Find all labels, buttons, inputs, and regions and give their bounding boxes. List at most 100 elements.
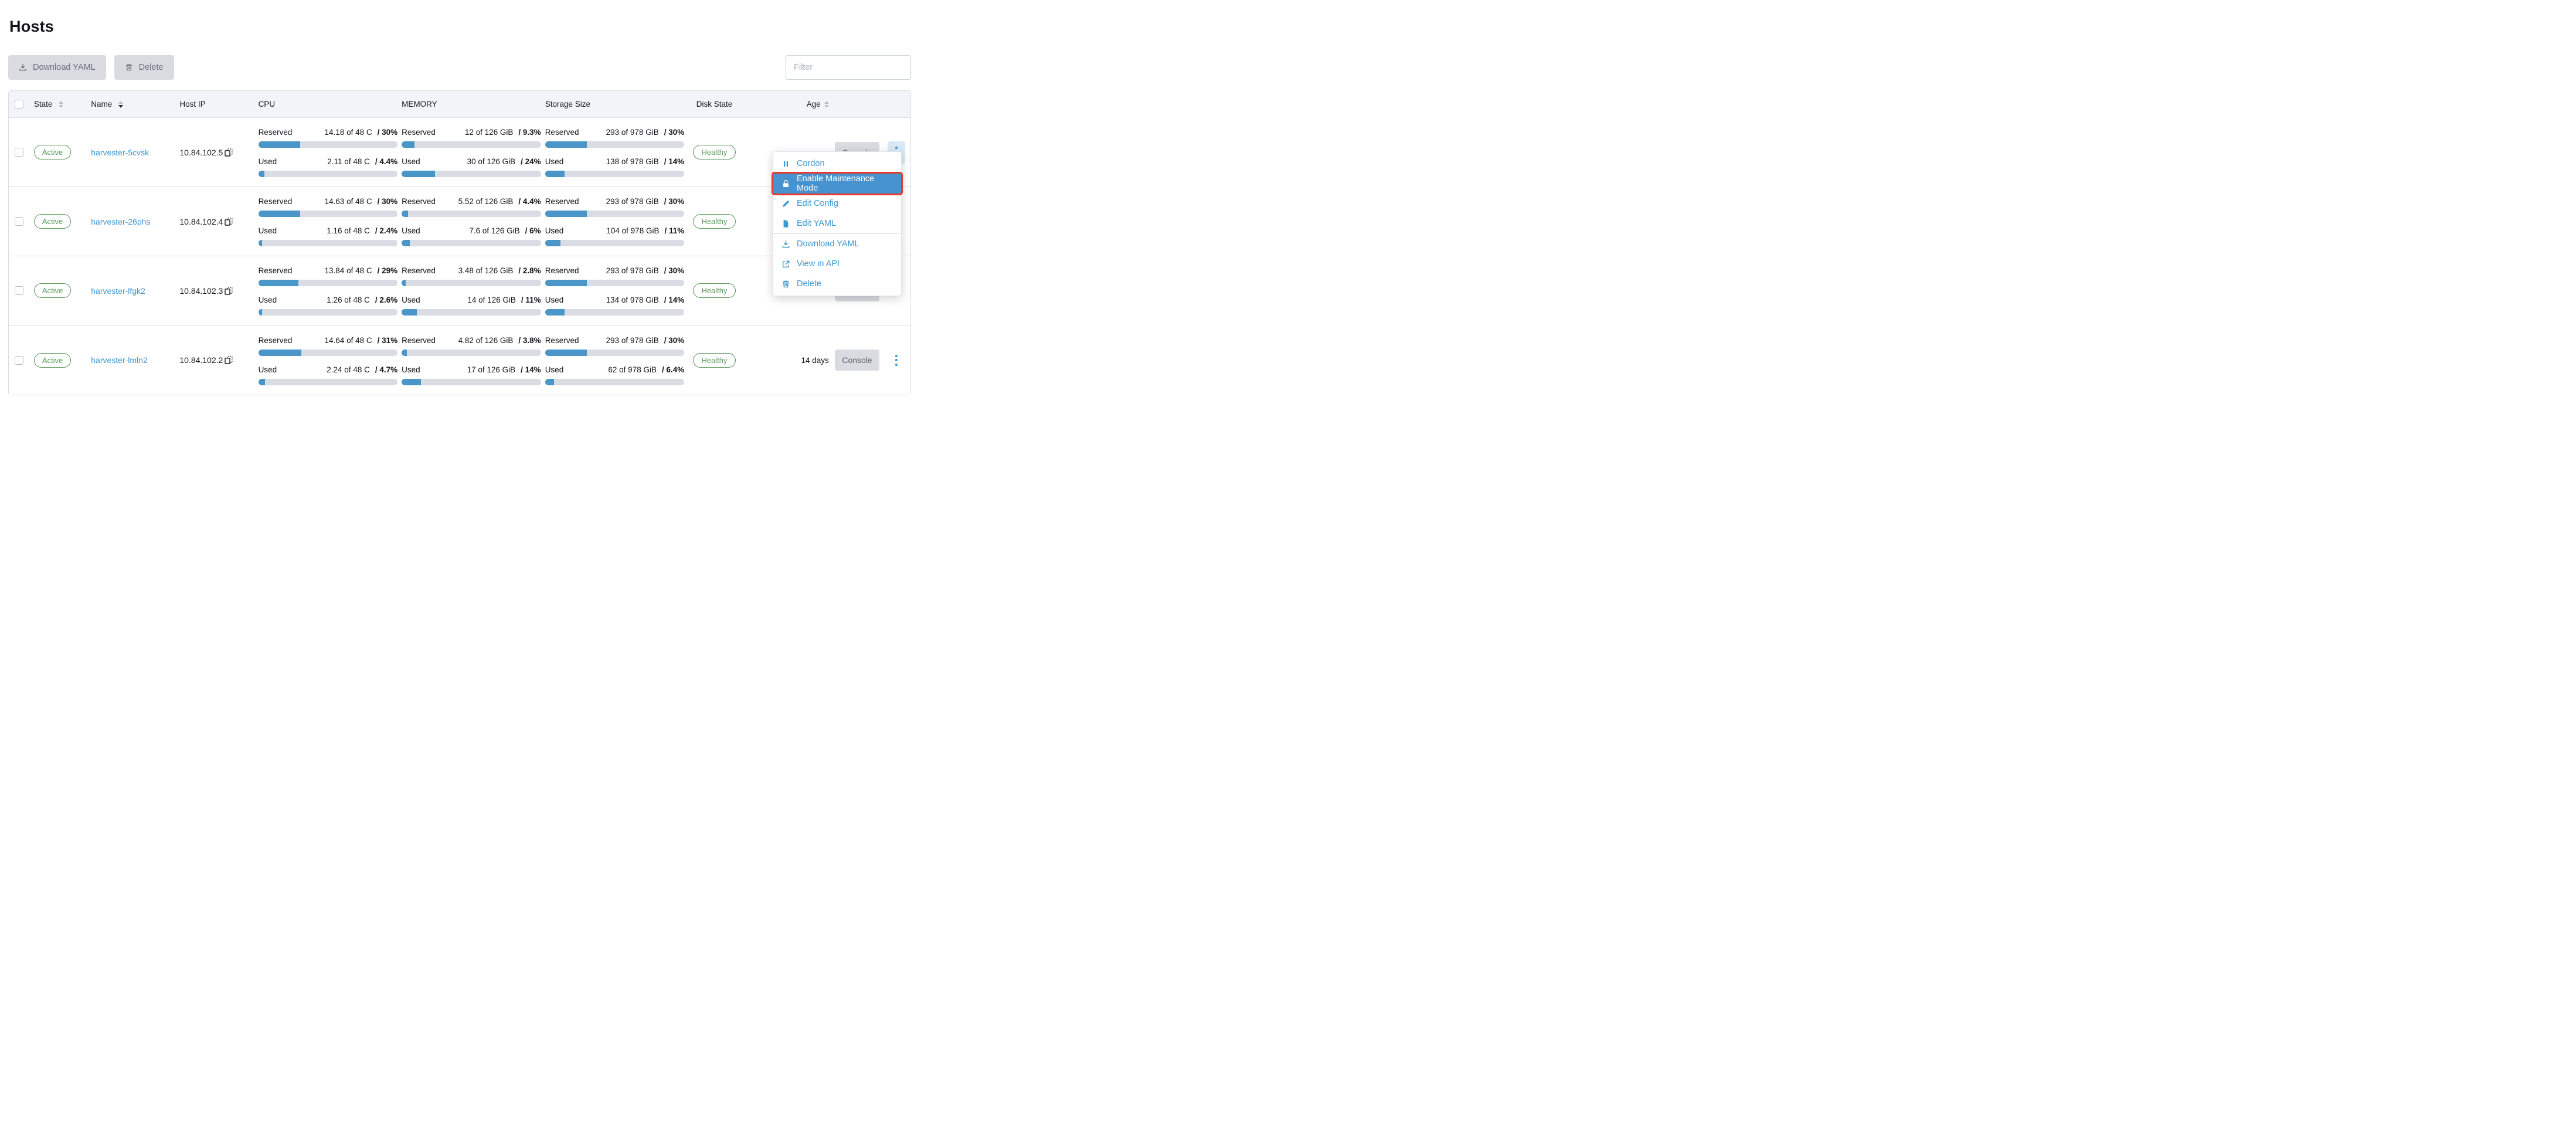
header-disk-state: Disk State (696, 100, 733, 108)
delete-button[interactable]: Delete (114, 55, 174, 80)
cpu-used-meter: Used 2.24 of 48 C/ 4.7% (258, 365, 398, 385)
memory-reserved-bar (402, 141, 541, 148)
row-checkbox[interactable] (15, 286, 23, 295)
storage-used-meter: Used 138 of 978 GiB/ 14% (545, 157, 685, 177)
menu-item-edit-config[interactable]: Edit Config (773, 194, 901, 213)
host-ip: 10.84.102.5 (179, 147, 223, 157)
download-yaml-label: Download YAML (33, 63, 96, 72)
age-cell: 14 days (801, 355, 829, 365)
hosts-page: Hosts Download YAML Delete State Name Ho… (0, 0, 919, 395)
storage-reserved-bar (545, 349, 685, 356)
memory-used-meter: Used 7.6 of 126 GiB/ 6% (402, 226, 541, 246)
sort-icon (118, 100, 124, 108)
memory-used-bar (402, 309, 541, 316)
console-button[interactable]: Console (835, 350, 879, 371)
storage-reserved-meter: Reserved 293 of 978 GiB/ 30% (545, 335, 685, 356)
memory-cell: Reserved 3.48 of 126 GiB/ 2.8% Used 14 of … (402, 266, 541, 316)
cpu-cell: Reserved 14.18 of 48 C/ 30% Used 2.11 of 4… (258, 127, 398, 177)
menu-item-delete[interactable]: Delete (773, 274, 901, 294)
memory-reserved-meter: Reserved 3.48 of 126 GiB/ 2.8% (402, 266, 541, 286)
copy-icon[interactable] (225, 286, 233, 295)
lock-icon (781, 179, 790, 188)
row-actions-menu: Cordon Enable Maintenance Mode Edit Config… (772, 151, 903, 296)
table-body: Active harvester-5cvsk 10.84.102.5 Reser… (9, 118, 910, 395)
cpu-reserved-bar (258, 280, 398, 286)
host-name-link[interactable]: harvester-lmln2 (91, 355, 148, 365)
header-cpu: CPU (258, 100, 276, 108)
storage-used-meter: Used 104 of 978 GiB/ 11% (545, 226, 685, 246)
header-age[interactable]: Age (740, 100, 832, 108)
cpu-used-bar (258, 171, 398, 177)
disk-state-badge: Healthy (693, 145, 736, 160)
trash-icon (125, 64, 132, 71)
menu-item-edit-yaml[interactable]: Edit YAML (773, 213, 901, 233)
cpu-used-bar (258, 378, 398, 385)
kebab-menu-button[interactable] (888, 349, 905, 371)
header-state[interactable]: State (30, 100, 91, 108)
cpu-cell: Reserved 14.63 of 48 C/ 30% Used 1.16 of 4… (258, 196, 398, 246)
host-ip: 10.84.102.3 (179, 286, 223, 296)
cpu-reserved-meter: Reserved 13.84 of 48 C/ 29% (258, 266, 398, 286)
storage-used-bar (545, 309, 685, 316)
storage-reserved-bar (545, 280, 685, 286)
row-checkbox[interactable] (15, 148, 23, 157)
memory-reserved-bar (402, 349, 541, 356)
menu-divider (773, 233, 901, 234)
menu-item-label: Edit YAML (797, 219, 837, 228)
storage-used-bar (545, 171, 685, 177)
copy-icon[interactable] (225, 356, 233, 364)
download-icon (781, 240, 790, 249)
menu-item-download-yaml[interactable]: Download YAML (773, 234, 901, 254)
disk-state-badge: Healthy (693, 214, 736, 229)
cpu-used-meter: Used 1.26 of 48 C/ 2.6% (258, 295, 398, 316)
table-header-row: State Name Host IP CPU MEMORY Storage Si… (9, 91, 910, 118)
sort-icon (59, 100, 64, 108)
cpu-used-meter: Used 2.11 of 48 C/ 4.4% (258, 157, 398, 177)
cpu-used-bar (258, 309, 398, 316)
host-name-link[interactable]: harvester-5cvsk (91, 147, 149, 157)
memory-used-meter: Used 14 of 126 GiB/ 11% (402, 295, 541, 316)
header-memory: MEMORY (402, 100, 437, 108)
download-yaml-button[interactable]: Download YAML (8, 55, 106, 80)
disk-state-badge: Healthy (693, 283, 736, 298)
sort-icon (824, 101, 829, 108)
table-row: Active harvester-lmln2 10.84.102.2 Reser… (9, 325, 910, 395)
filter-input[interactable] (786, 55, 911, 80)
menu-item-label: Enable Maintenance Mode (797, 174, 875, 193)
memory-reserved-bar (402, 211, 541, 217)
cpu-reserved-bar (258, 211, 398, 217)
row-checkbox[interactable] (15, 217, 23, 226)
header-name[interactable]: Name (91, 100, 175, 108)
header-host-ip: Host IP (179, 100, 206, 108)
menu-item-label: Cordon (797, 159, 825, 168)
page-title: Hosts (9, 18, 55, 35)
menu-item-label: Edit Config (797, 199, 838, 208)
host-ip: 10.84.102.2 (179, 355, 223, 365)
storage-used-bar (545, 240, 685, 246)
host-name-link[interactable]: harvester-lfgk2 (91, 286, 145, 296)
memory-used-bar (402, 378, 541, 385)
pencil-icon (781, 199, 790, 208)
pause-icon (781, 160, 790, 168)
menu-item-cordon[interactable]: Cordon (773, 154, 901, 174)
storage-cell: Reserved 293 of 978 GiB/ 30% Used 104 of 9… (545, 196, 685, 246)
trash-icon (781, 280, 790, 289)
menu-item-label: Delete (797, 279, 821, 289)
menu-item-enable-maintenance-mode[interactable]: Enable Maintenance Mode (772, 172, 903, 195)
menu-item-view-in-api[interactable]: View in API (773, 254, 901, 274)
select-all-checkbox[interactable] (15, 100, 23, 108)
storage-cell: Reserved 293 of 978 GiB/ 30% Used 62 of 97… (545, 335, 685, 385)
storage-used-meter: Used 62 of 978 GiB/ 6.4% (545, 365, 685, 385)
row-checkbox[interactable] (15, 355, 23, 365)
storage-used-bar (545, 378, 685, 385)
copy-icon[interactable] (225, 217, 233, 226)
cpu-reserved-meter: Reserved 14.18 of 48 C/ 30% (258, 127, 398, 148)
copy-icon[interactable] (225, 148, 233, 157)
memory-used-meter: Used 17 of 126 GiB/ 14% (402, 365, 541, 385)
cpu-reserved-meter: Reserved 14.63 of 48 C/ 30% (258, 196, 398, 217)
state-badge: Active (33, 145, 72, 160)
storage-reserved-meter: Reserved 293 of 978 GiB/ 30% (545, 266, 685, 286)
memory-cell: Reserved 12 of 126 GiB/ 9.3% Used 30 of 12… (402, 127, 541, 177)
host-name-link[interactable]: harvester-26phs (91, 216, 151, 226)
cpu-reserved-bar (258, 141, 398, 148)
